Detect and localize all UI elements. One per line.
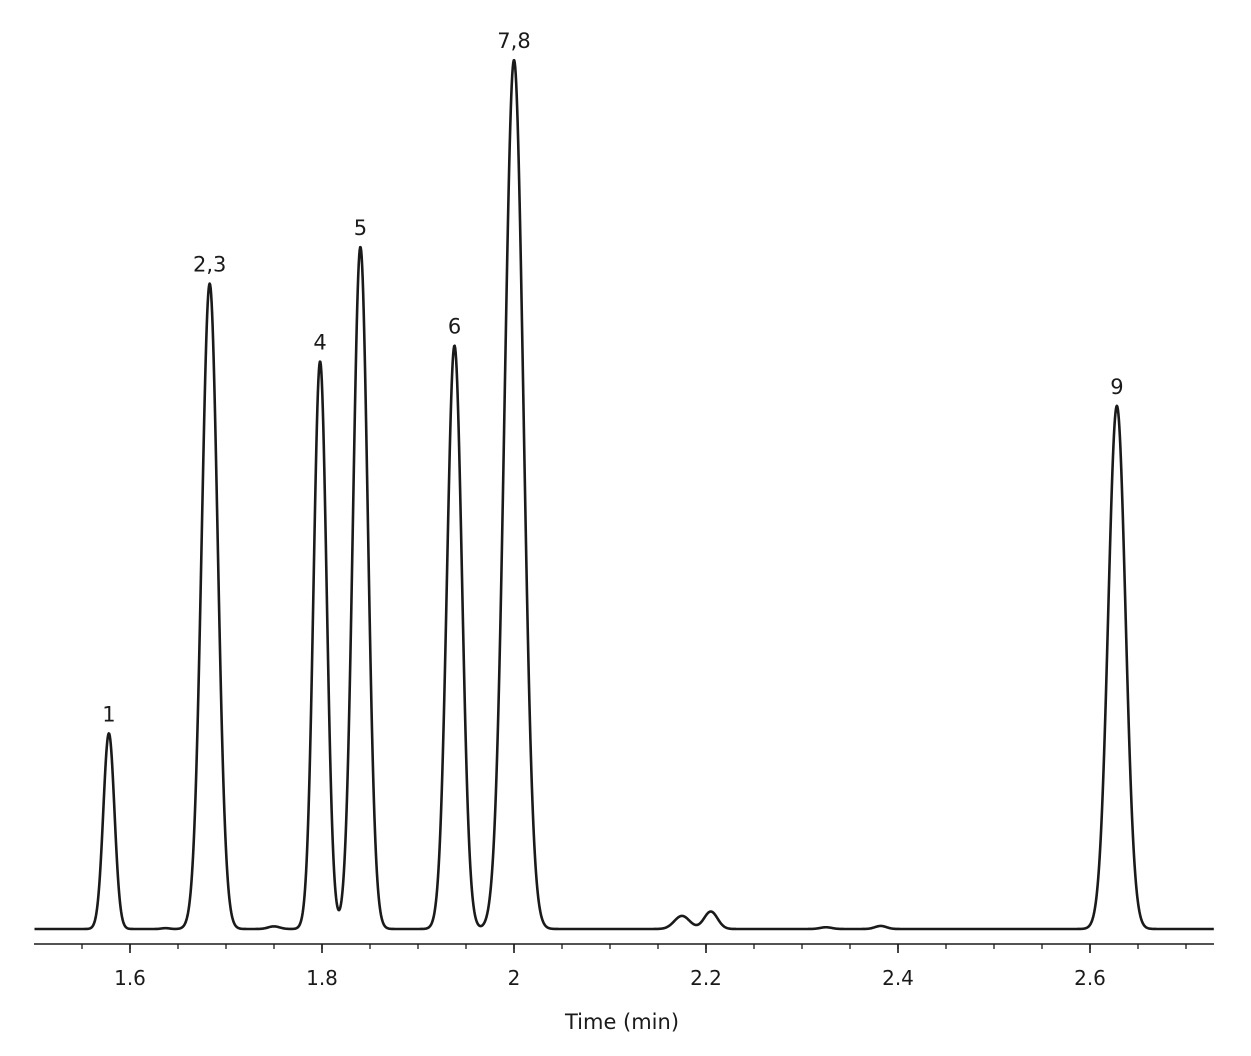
x-tick-label: 2.4 [882, 966, 914, 990]
x-axis-title: Time (min) [564, 1010, 679, 1034]
x-tick-label: 2.2 [690, 966, 722, 990]
x-tick-label: 2.6 [1074, 966, 1106, 990]
peak-label: 1 [102, 702, 115, 726]
peak-label: 2,3 [193, 253, 226, 277]
x-tick-label: 1.6 [114, 966, 146, 990]
peak-label: 4 [313, 330, 326, 354]
peak-label: 7,8 [497, 29, 530, 53]
peak-label: 5 [354, 216, 367, 240]
signal-layer [33, 58, 1215, 931]
signal-trace [33, 58, 1215, 931]
peak-label: 6 [448, 315, 461, 339]
x-tick-label: 1.8 [306, 966, 338, 990]
peak-label: 9 [1110, 375, 1123, 399]
x-tick-label: 2 [508, 966, 521, 990]
x-axis: 1.6 1.8 2 2.2 2.4 2.6 [34, 943, 1214, 990]
peak-label-layer: 1 2,3 4 5 6 7,8 9 [102, 29, 1123, 726]
